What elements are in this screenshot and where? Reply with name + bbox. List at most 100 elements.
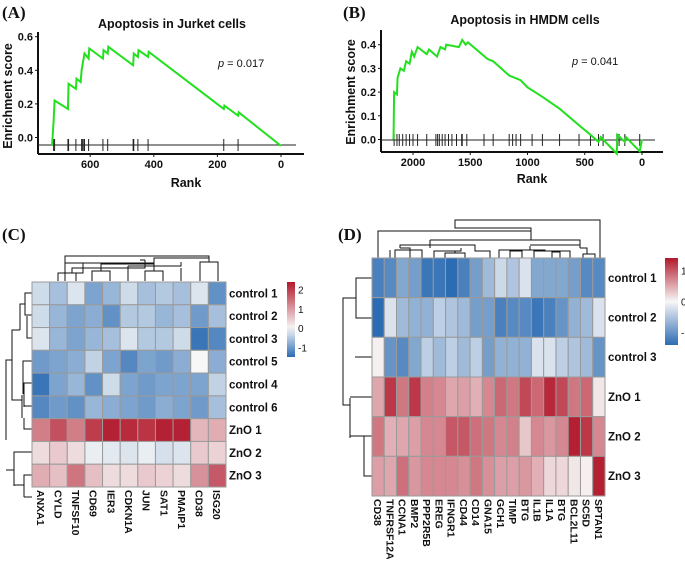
heatmap-cell	[49, 304, 68, 329]
heatmap-cell	[190, 281, 209, 306]
column-label: CDKN1A	[122, 490, 134, 534]
row-dendrogram-d	[342, 277, 372, 477]
color-legend-c: 2 1 0 -1	[287, 282, 307, 357]
heatmap-cell	[137, 281, 156, 306]
heatmap-cell	[84, 327, 104, 351]
column-label: CD69	[87, 490, 99, 517]
column-label: CYLD	[51, 490, 63, 519]
heatmap-cell	[190, 327, 209, 351]
heatmap-cell	[469, 336, 483, 378]
heatmap-cell	[555, 336, 569, 378]
column-label: CD14	[469, 499, 481, 526]
heatmap-cell	[154, 395, 174, 420]
heatmap-cell	[371, 416, 385, 457]
heatmap-cell	[592, 376, 606, 418]
heatmap-cell	[494, 297, 508, 338]
heatmap-cell	[119, 440, 139, 465]
heatmap-cell	[154, 327, 174, 351]
heatmap-cell	[579, 336, 594, 378]
row-dendrogram-c	[5, 292, 32, 498]
heatmap-cell	[396, 376, 410, 418]
heatmap-cell	[102, 327, 121, 351]
heatmap-cell	[31, 440, 51, 465]
heatmap-cell	[579, 455, 594, 497]
heatmap-cell	[154, 349, 174, 374]
heatmap-cell	[137, 372, 156, 397]
row-label: control 1	[608, 273, 657, 285]
heatmap-cell	[172, 349, 192, 374]
heatmap-cell	[567, 336, 581, 378]
heatmap-cell	[154, 463, 174, 488]
heatmap-cell	[102, 463, 121, 488]
heatmap-cell	[207, 327, 227, 351]
heatmap-cell	[543, 336, 557, 378]
heatmap-cell	[119, 281, 139, 306]
heatmap-cell	[102, 418, 121, 442]
heatmap-cell	[481, 257, 496, 299]
heatmap-cell	[172, 440, 192, 465]
row-label: control 3	[229, 334, 278, 346]
heatmap-cell	[457, 257, 471, 299]
column-label: BMP2	[408, 499, 420, 528]
x-tick-label: 0	[278, 159, 284, 171]
heatmap-cell	[408, 416, 422, 457]
heatmap-cell	[137, 327, 156, 351]
column-label: CD38	[193, 490, 205, 517]
legend-tick-label: 2	[298, 286, 304, 297]
heatmap-cell	[420, 376, 434, 418]
heatmap-cell	[579, 416, 594, 457]
column-label: GNA15	[482, 499, 494, 534]
heatmap-cell	[579, 257, 594, 299]
heatmap-cell	[469, 297, 483, 338]
panel-label-a: (A)	[2, 3, 26, 22]
heatmap-cell	[567, 297, 581, 338]
heatmap-cell	[518, 297, 532, 338]
heatmap-cell	[84, 395, 104, 420]
heatmap-cell	[383, 416, 398, 457]
x-tick-label: 400	[145, 159, 163, 171]
heatmap-cell	[172, 281, 192, 306]
heatmap-cell	[445, 416, 459, 457]
heatmap-cell	[555, 455, 569, 497]
column-label: EREG	[432, 499, 444, 529]
heatmap-cell	[119, 395, 139, 420]
heatmap-cell	[530, 455, 545, 497]
heatmap-cell	[137, 349, 156, 374]
panel-c-heatmap: (C) control 1 control 2 control 3 control 5…	[2, 225, 307, 536]
heatmap-cell	[207, 418, 227, 442]
heatmap-cell	[469, 257, 483, 299]
heatmap-cell	[154, 304, 174, 329]
heatmap-cell	[543, 297, 557, 338]
heatmap-cell	[518, 416, 532, 457]
heatmap-cell	[137, 463, 156, 488]
column-label: PMAIP1	[175, 490, 187, 529]
heatmap-cell	[481, 336, 496, 378]
y-axis-label-a: Enrichment score	[1, 43, 15, 149]
heatmap-cell	[172, 327, 192, 351]
heatmap-cell	[119, 349, 139, 374]
heatmap-cell	[66, 463, 86, 488]
heatmap-cell	[530, 297, 545, 338]
heatmap-cell	[506, 416, 520, 457]
heatmap-cell	[457, 376, 471, 418]
heatmap-cell	[49, 281, 68, 306]
heatmap-cell	[31, 395, 51, 420]
heatmap-cell	[371, 257, 385, 299]
heatmap-cell	[190, 418, 209, 442]
heatmap-cell	[592, 257, 606, 299]
heatmap-cell	[207, 372, 227, 397]
legend-tick-label: 1	[681, 266, 685, 277]
heatmap-cell	[518, 455, 532, 497]
heatmap-cell	[190, 440, 209, 465]
heatmap-cell	[102, 372, 121, 397]
row-labels-d: control 1 control 2 control 3 ZnO 1 ZnO 2 ZnO…	[608, 273, 657, 483]
column-label: IFNGR1	[445, 499, 457, 538]
color-legend-d: 1 0 -1	[665, 258, 685, 345]
heatmap-cell	[383, 297, 398, 338]
heatmap-cell	[172, 372, 192, 397]
column-dendrogram-c	[57, 255, 219, 281]
panel-label-c: (C)	[2, 225, 26, 244]
x-tick-label: 1500	[458, 157, 482, 169]
heatmap-cell	[555, 376, 569, 418]
legend-tick-label: 0	[681, 298, 685, 309]
